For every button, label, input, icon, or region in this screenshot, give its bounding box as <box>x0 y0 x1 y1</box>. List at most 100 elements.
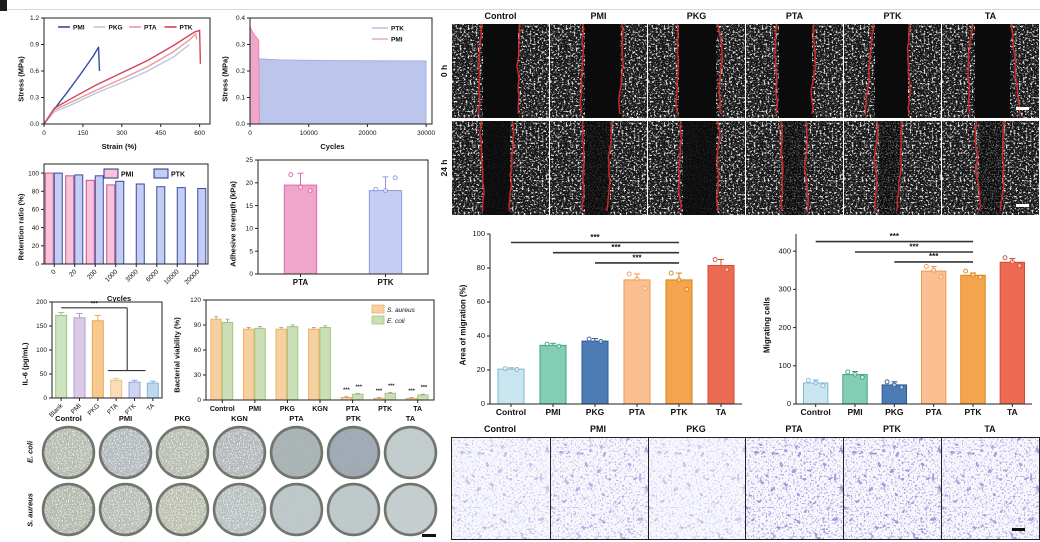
data-point <box>931 267 937 273</box>
scale-bar <box>1012 528 1025 531</box>
chart-shape <box>100 484 151 535</box>
tick-label: 90 <box>194 322 202 329</box>
data-point <box>676 277 682 283</box>
data-point <box>938 274 944 280</box>
transwell-images <box>451 437 1040 540</box>
tick-label: 0.4 <box>236 15 245 22</box>
wound-row-label: 24 h <box>439 159 449 177</box>
tick-label: 80 <box>477 263 485 272</box>
transwell-svg-TA <box>942 438 1039 539</box>
bar <box>665 279 693 405</box>
wound-image-PMI-24h <box>550 121 647 215</box>
chart-shape <box>909 24 941 118</box>
transwell-image-PMI <box>549 438 648 539</box>
bar <box>623 279 651 405</box>
tick-label: Control <box>210 406 235 413</box>
tick-label: PTA <box>346 406 359 413</box>
tick-label: 0 <box>42 130 46 137</box>
data-point <box>859 374 865 380</box>
wound-row-label: 0 h <box>439 64 449 78</box>
chart-shape <box>519 24 549 118</box>
bar <box>497 368 525 405</box>
tick-label: PMI <box>391 36 403 43</box>
panel-cyclic-stress: Stress (MPa) Cycles 0.0 0.1 0.2 0.3 0.4 0 1000… <box>216 6 440 152</box>
wound-edge-line <box>618 24 624 115</box>
bar <box>920 270 947 405</box>
data-point <box>626 271 632 277</box>
transwell-image-PTK <box>843 438 941 539</box>
tick-label: 0.3 <box>30 95 39 102</box>
dish-row-label: E. coli <box>25 440 35 464</box>
colony-texture <box>329 428 378 477</box>
tick-label: *** <box>632 253 642 262</box>
tick-label: *** <box>421 385 428 391</box>
bar <box>106 184 116 265</box>
top-rule <box>0 9 1040 10</box>
colony-texture <box>386 485 435 534</box>
panel-area-migration: Area of migration (%) 0 20 40 60 80 100 Contro… <box>452 220 750 430</box>
tick-label: 60 <box>194 347 202 354</box>
plot-frame <box>257 159 429 275</box>
chart-shape <box>101 485 150 534</box>
tick-label: *** <box>890 232 900 241</box>
dish-image-PTK-ecoli <box>326 425 381 480</box>
colony-texture <box>101 485 150 534</box>
wound-edge-line <box>780 121 784 212</box>
bar <box>65 175 75 265</box>
stress-strain-plot: 0.0 0.3 0.6 0.9 1.2 0 150 300 450 600 PMI PKG PTA PTK <box>30 15 211 137</box>
chart-shape <box>1011 24 1039 118</box>
plot-frame <box>51 301 163 399</box>
bar <box>53 172 63 265</box>
data-point <box>598 338 604 344</box>
tick-label: 50 <box>40 371 48 378</box>
bar <box>176 187 186 265</box>
wound-edge-line <box>479 121 485 211</box>
bar <box>539 344 567 405</box>
data-point <box>963 268 969 274</box>
tick-label: TA <box>716 407 727 417</box>
tick-label: 25 <box>246 157 254 164</box>
data-point <box>813 380 819 386</box>
bar <box>128 381 141 399</box>
wound-edge-line <box>1011 24 1021 115</box>
tick-label: 10 <box>246 226 254 233</box>
chart-shape <box>844 438 941 539</box>
dish-column-label: PTA <box>289 414 304 423</box>
bar <box>74 174 84 265</box>
wound-image-PTK-24h <box>844 121 941 215</box>
tick-label: PTK <box>391 25 404 32</box>
data-point <box>1009 259 1015 265</box>
tick-label: PKG <box>586 407 605 417</box>
wound-edge-line <box>895 121 903 212</box>
bar <box>146 382 159 399</box>
chart-shape <box>512 121 549 215</box>
chart-shape <box>215 428 264 477</box>
area-PMI <box>249 25 260 125</box>
line-PKG <box>43 43 190 125</box>
chart-shape <box>386 428 435 477</box>
transwell-svg-PKG <box>648 438 746 539</box>
panel-adhesive: Adhesive strength (kPa) 0 5 10 15 20 25 PTA PTK <box>224 148 440 300</box>
tick-label: PMI <box>847 407 862 417</box>
wound-column-label: TA <box>984 11 997 21</box>
bar <box>707 264 735 405</box>
bar <box>85 179 95 265</box>
tick-label: 200 <box>36 299 47 306</box>
migrating-cells-plot: 0 100 200 300 400 Control PMI PKG PTA PTK TA *** ***… <box>778 232 1032 417</box>
tick-label: *** <box>376 389 383 395</box>
tick-label: PKG <box>109 25 123 32</box>
data-point <box>392 175 398 181</box>
wound-column-label: PTA <box>785 11 804 21</box>
chart-shape <box>385 427 436 478</box>
chart-shape <box>43 427 94 478</box>
tick-label: *** <box>909 242 919 251</box>
tick-label: *** <box>356 384 363 390</box>
tick-label: PTA <box>144 25 157 32</box>
wound-edge-line <box>873 121 879 211</box>
wound-edge-line <box>677 121 683 212</box>
panel-stress-strain: Stress (MPa) Strain (%) 0.0 0.3 0.6 0.9 1.2 0… <box>12 6 218 152</box>
transwell-image-Control <box>452 438 549 539</box>
data-point <box>514 367 520 372</box>
